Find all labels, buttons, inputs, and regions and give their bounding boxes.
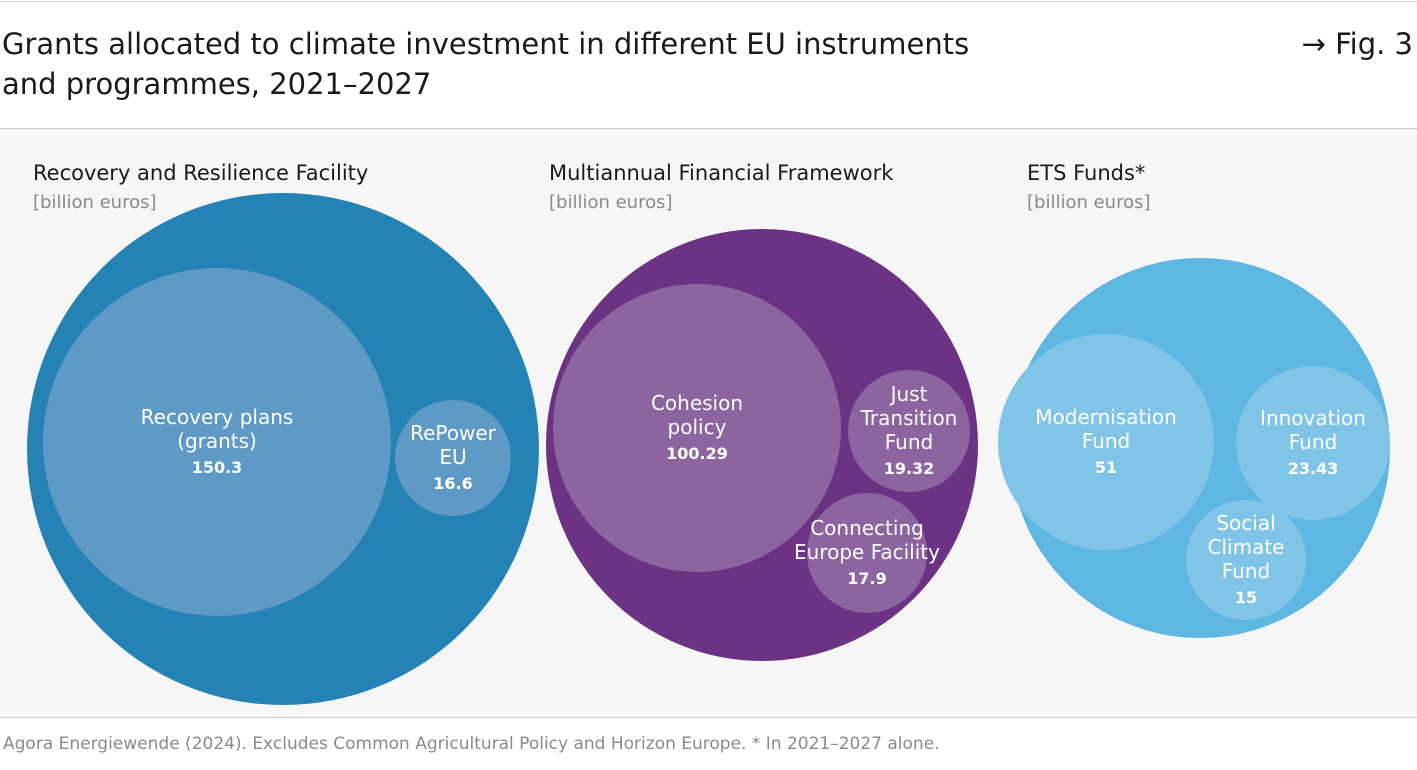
mff-group-unit: [billion euros] xyxy=(549,192,673,213)
rrf-bubble-0 xyxy=(43,268,391,616)
ets-bubble-2-value: 15 xyxy=(1235,588,1257,607)
chart-title: Grants allocated to climate investment i… xyxy=(2,24,1102,104)
ets-group-title: ETS Funds* xyxy=(1027,161,1146,185)
ets-bubble-1-label-1: Fund xyxy=(1289,430,1337,454)
rrf-group-unit: [billion euros] xyxy=(33,192,157,213)
ets-bubble-1-label-0: Innovation xyxy=(1260,406,1366,430)
mff-bubble-1-label-1: Transition xyxy=(860,406,958,430)
mff-bubble-0-value: 100.29 xyxy=(666,444,728,463)
mff-bubble-0 xyxy=(553,284,841,572)
ets-bubble-0-value: 51 xyxy=(1095,458,1117,477)
ets-bubble-0-label-0: Modernisation xyxy=(1035,405,1177,429)
rrf-bubble-0-value: 150.3 xyxy=(192,458,243,477)
mff-group-title: Multiannual Financial Framework xyxy=(549,161,894,185)
ets-bubble-group: ModernisationFund51InnovationFund23.43So… xyxy=(998,258,1390,638)
ets-bubble-2-label-2: Fund xyxy=(1222,559,1270,583)
mff-bubble-0-label-1: policy xyxy=(668,415,727,439)
mff-bubble-2 xyxy=(807,493,927,613)
chart-title-line-1: Grants allocated to climate investment i… xyxy=(2,27,970,61)
ets-bubble-0 xyxy=(998,334,1214,550)
ets-group-unit: [billion euros] xyxy=(1027,192,1151,213)
ets-bubble-1 xyxy=(1236,366,1390,520)
mff-bubble-1 xyxy=(848,370,970,492)
ets-bubble-2-label-0: Social xyxy=(1216,511,1275,535)
mff-bubble-1-label-0: Just xyxy=(889,382,928,406)
rrf-bubble-1-label-1: EU xyxy=(439,445,466,469)
rrf-group-title: Recovery and Resilience Facility xyxy=(33,161,369,185)
rrf-bubble-1-label-0: RePower xyxy=(410,421,497,445)
mff-bubble-1-value: 19.32 xyxy=(884,459,935,478)
rrf-bubble-0-label-1: (grants) xyxy=(177,429,257,453)
ets-bubble-0-label-1: Fund xyxy=(1082,429,1130,453)
rrf-bubble-0-label-0: Recovery plans xyxy=(141,405,294,429)
ets-bubble-2-label-1: Climate xyxy=(1208,535,1285,559)
top-rule xyxy=(0,1,1417,2)
mff-bubble-2-value: 17.9 xyxy=(847,569,886,588)
chart-title-line-2: and programmes, 2021–2027 xyxy=(2,67,432,101)
source-note: Agora Energiewende (2024). Excludes Comm… xyxy=(3,734,940,754)
ets-bubble-2 xyxy=(1186,500,1306,620)
ets-bubble-1-value: 23.43 xyxy=(1288,459,1339,478)
figure-reference: → Fig. 3 xyxy=(1301,27,1413,61)
mff-bubble-2-label-0: Connecting xyxy=(810,516,924,540)
rrf-bubble-1-value: 16.6 xyxy=(433,474,472,493)
mff-bubble-0-label-0: Cohesion xyxy=(651,391,743,415)
mff-bubble-1-label-2: Fund xyxy=(885,430,933,454)
rrf-bubble-1 xyxy=(395,400,511,516)
mff-bubble-2-label-1: Europe Facility xyxy=(794,540,940,564)
